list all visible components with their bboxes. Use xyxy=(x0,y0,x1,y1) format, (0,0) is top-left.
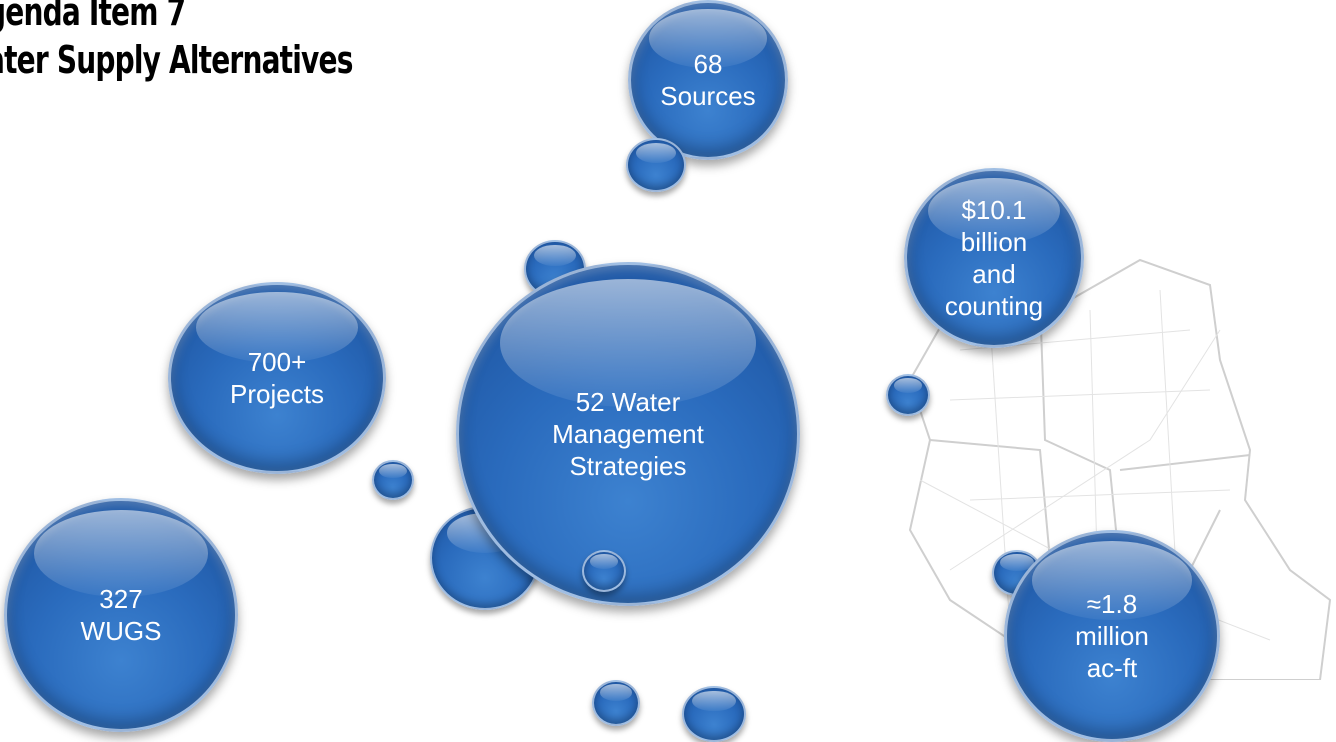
bubble-sources: 68 Sources xyxy=(628,0,788,160)
bubble-projects: 700+ Projects xyxy=(168,282,386,474)
bubble-cost-text: $10.1 billion and counting xyxy=(944,195,1044,321)
bubble-projects-text: 700+ Projects xyxy=(230,347,324,409)
slide-title-line-1: genda Item 7 xyxy=(0,0,186,34)
bubble-strategies-text: 52 Water Management Strategies xyxy=(552,387,704,481)
bubble-volume-text: ≈1.8 million ac-ft xyxy=(1075,589,1149,683)
small-bubble xyxy=(592,680,640,726)
small-bubble xyxy=(582,550,626,592)
small-bubble xyxy=(626,138,686,192)
small-bubble xyxy=(886,374,930,416)
region-map-outline xyxy=(908,258,1332,680)
bubble-cost: $10.1 billion and counting xyxy=(904,168,1084,348)
bubble-wugs-text: 327 WUGS xyxy=(80,584,162,646)
bubble-volume: ≈1.8 million ac-ft xyxy=(1004,530,1220,742)
bubble-wugs: 327 WUGS xyxy=(4,498,238,732)
slide-title-line-2: ater Supply Alternatives xyxy=(0,38,353,82)
small-bubble xyxy=(682,686,746,742)
bubble-sources-text: 68 Sources xyxy=(660,49,756,111)
small-bubble xyxy=(372,460,414,500)
bubble-strategies: 52 Water Management Strategies xyxy=(456,262,800,606)
